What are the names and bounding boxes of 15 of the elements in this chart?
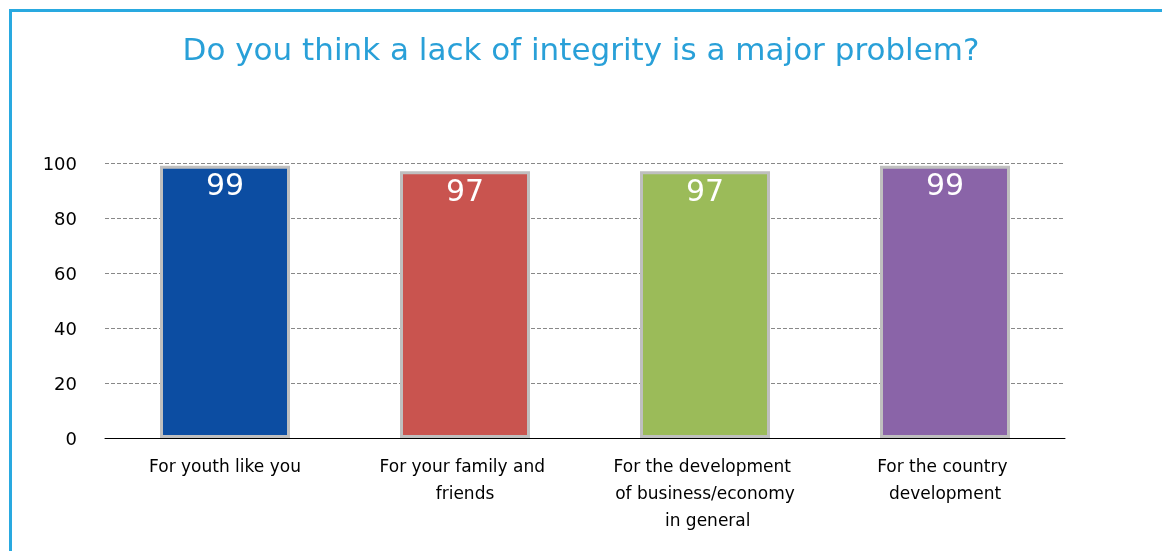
chart-title: Do you think a lack of integrity is a major problem?: [182, 30, 980, 67]
x-tick-label: For youth like you: [149, 455, 301, 476]
data-label: 99: [205, 167, 245, 203]
y-tick-label: 60: [54, 262, 77, 284]
y-tick-label: 40: [54, 317, 77, 339]
x-tick-label: For the development of business/economy in general: [613, 455, 797, 530]
y-tick-label: 0: [65, 427, 77, 449]
x-tick-label: For the country development: [877, 455, 1013, 503]
x-tick-label: For your family and friends: [379, 455, 551, 503]
y-tick-label: 100: [42, 152, 77, 174]
data-label: 97: [685, 172, 725, 208]
y-tick-label: 80: [54, 207, 77, 229]
y-tick-label: 20: [54, 372, 77, 394]
data-label: 99: [925, 167, 965, 203]
data-label: 97: [445, 172, 485, 208]
